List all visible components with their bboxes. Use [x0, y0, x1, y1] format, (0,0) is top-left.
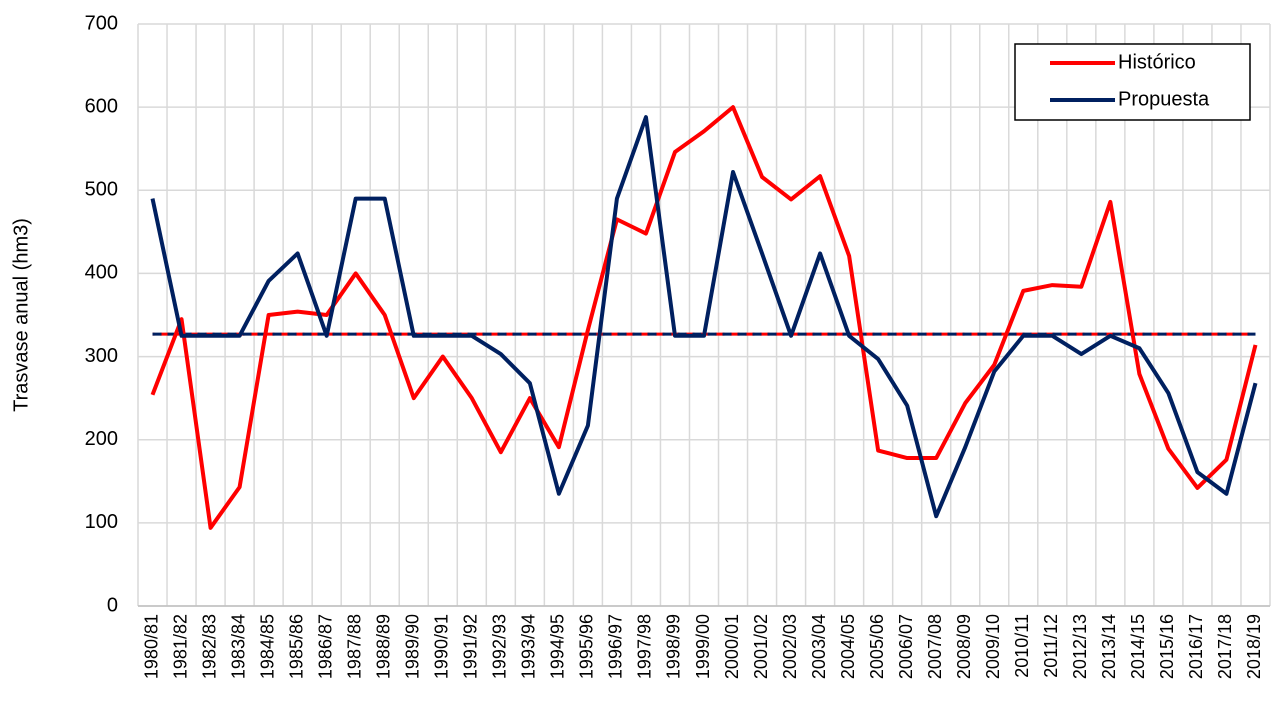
x-tick-label: 2016/17	[1186, 614, 1206, 679]
series-line	[150, 115, 1258, 519]
x-tick-label: 2014/15	[1128, 614, 1148, 679]
x-tick-label: 2000/01	[722, 614, 742, 679]
x-tick-label: 2012/13	[1070, 614, 1090, 679]
x-tick-label: 2008/09	[954, 614, 974, 679]
x-tick-label: 1982/83	[199, 614, 219, 679]
legend-label: Propuesta	[1118, 88, 1210, 110]
x-tick-label: 1990/91	[432, 614, 452, 679]
x-tick-label: 2010/11	[1012, 614, 1032, 678]
x-tick-label: 1988/89	[373, 614, 393, 679]
series-line	[150, 105, 1258, 530]
x-tick-label: 1986/87	[315, 614, 335, 679]
x-tick-label: 2011/12	[1041, 614, 1061, 678]
y-tick-label: 600	[85, 95, 118, 117]
legend-label: Histórico	[1118, 51, 1196, 73]
y-tick-label: 200	[85, 428, 118, 450]
x-tick-label: 1995/96	[577, 614, 597, 679]
x-tick-label: 1989/90	[402, 614, 422, 679]
y-tick-label: 400	[85, 262, 118, 284]
x-tick-label: 1998/99	[664, 614, 684, 679]
x-tick-label: 1983/84	[228, 614, 248, 679]
x-tick-label: 1980/81	[141, 614, 161, 679]
y-tick-label: 100	[85, 511, 118, 533]
x-tick-label: 1999/00	[693, 614, 713, 679]
x-tick-label: 1994/95	[548, 614, 568, 679]
x-tick-label: 2007/08	[925, 614, 945, 679]
x-tick-label: 1987/88	[344, 614, 364, 679]
x-tick-label: 1991/92	[461, 614, 481, 679]
x-tick-label: 2013/14	[1099, 614, 1119, 679]
x-tick-label: 1993/94	[519, 614, 539, 679]
x-tick-label: 2002/03	[780, 614, 800, 679]
x-tick-label: 2001/02	[751, 614, 771, 679]
y-tick-label: 500	[85, 179, 118, 201]
x-tick-label: 2017/18	[1215, 614, 1235, 679]
x-tick-label: 2005/06	[867, 614, 887, 679]
legend-box	[1014, 43, 1251, 121]
x-tick-label: 1997/98	[635, 614, 655, 679]
y-tick-label: 300	[85, 345, 118, 367]
y-tick-label: 0	[107, 594, 118, 616]
x-tick-label: 1981/82	[170, 614, 190, 679]
x-tick-label: 2004/05	[838, 614, 858, 679]
x-tick-label: 1984/85	[257, 614, 277, 679]
x-tick-label: 2018/19	[1244, 614, 1264, 679]
x-tick-label: 1996/97	[606, 614, 626, 679]
x-tick-label: 1985/86	[286, 614, 306, 679]
x-tick-label: 1992/93	[490, 614, 510, 679]
x-tick-label: 2003/04	[809, 614, 829, 679]
x-tick-label: 2006/07	[896, 614, 916, 679]
y-tick-label: 700	[85, 12, 118, 34]
legend: Histórico Propuesta	[1014, 43, 1251, 121]
y-axis-title: Trasvase anual (hm3)	[10, 218, 32, 412]
x-tick-label: 2015/16	[1157, 614, 1177, 679]
x-tick-label: 2009/10	[983, 614, 1003, 679]
